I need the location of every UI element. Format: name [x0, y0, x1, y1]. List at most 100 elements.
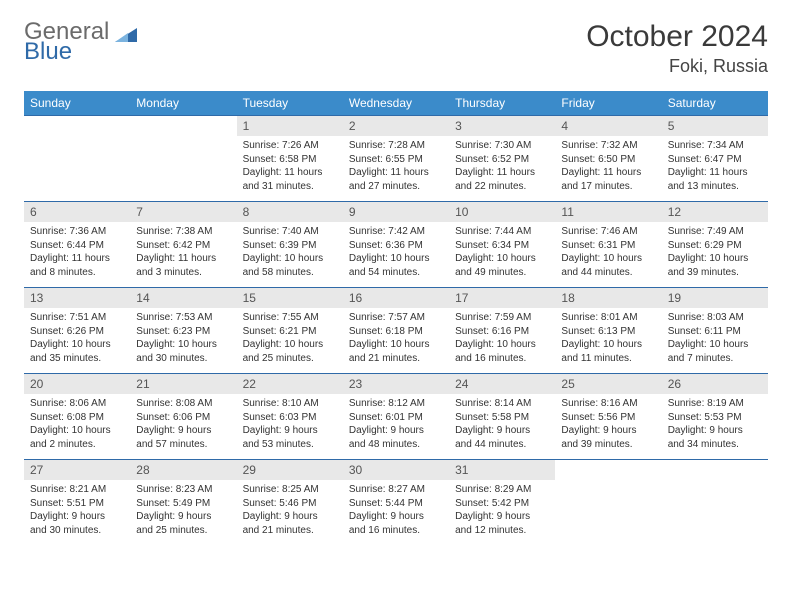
day-number: 1	[237, 116, 343, 136]
day-cell: 16Sunrise: 7:57 AMSunset: 6:18 PMDayligh…	[343, 288, 449, 374]
day-number: 6	[24, 202, 130, 222]
day-number: 24	[449, 374, 555, 394]
day-number: 11	[555, 202, 661, 222]
empty-cell	[555, 460, 661, 546]
day-cell: 12Sunrise: 7:49 AMSunset: 6:29 PMDayligh…	[662, 202, 768, 288]
day-number: 31	[449, 460, 555, 480]
weekday-header: Sunday	[24, 91, 130, 116]
calendar-body: 1Sunrise: 7:26 AMSunset: 6:58 PMDaylight…	[24, 116, 768, 546]
day-content: Sunrise: 8:27 AMSunset: 5:44 PMDaylight:…	[343, 480, 449, 541]
empty-cell	[24, 116, 130, 202]
day-number: 21	[130, 374, 236, 394]
day-content: Sunrise: 7:44 AMSunset: 6:34 PMDaylight:…	[449, 222, 555, 283]
calendar-row: 13Sunrise: 7:51 AMSunset: 6:26 PMDayligh…	[24, 288, 768, 374]
day-cell: 14Sunrise: 7:53 AMSunset: 6:23 PMDayligh…	[130, 288, 236, 374]
day-number: 15	[237, 288, 343, 308]
day-cell: 24Sunrise: 8:14 AMSunset: 5:58 PMDayligh…	[449, 374, 555, 460]
day-content: Sunrise: 8:14 AMSunset: 5:58 PMDaylight:…	[449, 394, 555, 455]
day-cell: 31Sunrise: 8:29 AMSunset: 5:42 PMDayligh…	[449, 460, 555, 546]
day-cell: 26Sunrise: 8:19 AMSunset: 5:53 PMDayligh…	[662, 374, 768, 460]
day-cell: 19Sunrise: 8:03 AMSunset: 6:11 PMDayligh…	[662, 288, 768, 374]
day-number: 14	[130, 288, 236, 308]
day-content: Sunrise: 7:38 AMSunset: 6:42 PMDaylight:…	[130, 222, 236, 283]
day-number: 30	[343, 460, 449, 480]
day-cell: 11Sunrise: 7:46 AMSunset: 6:31 PMDayligh…	[555, 202, 661, 288]
day-content: Sunrise: 8:01 AMSunset: 6:13 PMDaylight:…	[555, 308, 661, 369]
day-content: Sunrise: 7:30 AMSunset: 6:52 PMDaylight:…	[449, 136, 555, 197]
day-cell: 27Sunrise: 8:21 AMSunset: 5:51 PMDayligh…	[24, 460, 130, 546]
day-content: Sunrise: 8:10 AMSunset: 6:03 PMDaylight:…	[237, 394, 343, 455]
day-content: Sunrise: 7:34 AMSunset: 6:47 PMDaylight:…	[662, 136, 768, 197]
day-cell: 9Sunrise: 7:42 AMSunset: 6:36 PMDaylight…	[343, 202, 449, 288]
day-content: Sunrise: 7:57 AMSunset: 6:18 PMDaylight:…	[343, 308, 449, 369]
month-title: October 2024	[586, 20, 768, 54]
day-cell: 5Sunrise: 7:34 AMSunset: 6:47 PMDaylight…	[662, 116, 768, 202]
day-number: 16	[343, 288, 449, 308]
day-number: 12	[662, 202, 768, 222]
day-cell: 10Sunrise: 7:44 AMSunset: 6:34 PMDayligh…	[449, 202, 555, 288]
day-content: Sunrise: 7:53 AMSunset: 6:23 PMDaylight:…	[130, 308, 236, 369]
day-number: 10	[449, 202, 555, 222]
day-cell: 13Sunrise: 7:51 AMSunset: 6:26 PMDayligh…	[24, 288, 130, 374]
empty-cell	[130, 116, 236, 202]
day-number: 7	[130, 202, 236, 222]
day-number: 18	[555, 288, 661, 308]
day-number: 5	[662, 116, 768, 136]
weekday-header: Monday	[130, 91, 236, 116]
day-number: 2	[343, 116, 449, 136]
day-cell: 15Sunrise: 7:55 AMSunset: 6:21 PMDayligh…	[237, 288, 343, 374]
day-number: 17	[449, 288, 555, 308]
day-content: Sunrise: 7:51 AMSunset: 6:26 PMDaylight:…	[24, 308, 130, 369]
calendar-row: 1Sunrise: 7:26 AMSunset: 6:58 PMDaylight…	[24, 116, 768, 202]
empty-cell	[662, 460, 768, 546]
day-number: 20	[24, 374, 130, 394]
calendar-row: 6Sunrise: 7:36 AMSunset: 6:44 PMDaylight…	[24, 202, 768, 288]
day-cell: 23Sunrise: 8:12 AMSunset: 6:01 PMDayligh…	[343, 374, 449, 460]
day-cell: 7Sunrise: 7:38 AMSunset: 6:42 PMDaylight…	[130, 202, 236, 288]
day-content: Sunrise: 8:03 AMSunset: 6:11 PMDaylight:…	[662, 308, 768, 369]
day-cell: 3Sunrise: 7:30 AMSunset: 6:52 PMDaylight…	[449, 116, 555, 202]
day-content: Sunrise: 8:21 AMSunset: 5:51 PMDaylight:…	[24, 480, 130, 541]
day-content: Sunrise: 8:23 AMSunset: 5:49 PMDaylight:…	[130, 480, 236, 541]
day-cell: 4Sunrise: 7:32 AMSunset: 6:50 PMDaylight…	[555, 116, 661, 202]
location: Foki, Russia	[586, 56, 768, 77]
day-content: Sunrise: 7:59 AMSunset: 6:16 PMDaylight:…	[449, 308, 555, 369]
day-cell: 18Sunrise: 8:01 AMSunset: 6:13 PMDayligh…	[555, 288, 661, 374]
day-content: Sunrise: 8:12 AMSunset: 6:01 PMDaylight:…	[343, 394, 449, 455]
day-number: 29	[237, 460, 343, 480]
day-content: Sunrise: 8:25 AMSunset: 5:46 PMDaylight:…	[237, 480, 343, 541]
day-cell: 17Sunrise: 7:59 AMSunset: 6:16 PMDayligh…	[449, 288, 555, 374]
day-cell: 25Sunrise: 8:16 AMSunset: 5:56 PMDayligh…	[555, 374, 661, 460]
day-cell: 28Sunrise: 8:23 AMSunset: 5:49 PMDayligh…	[130, 460, 236, 546]
day-number: 22	[237, 374, 343, 394]
day-cell: 21Sunrise: 8:08 AMSunset: 6:06 PMDayligh…	[130, 374, 236, 460]
calendar-header-row: SundayMondayTuesdayWednesdayThursdayFrid…	[24, 91, 768, 116]
day-number: 13	[24, 288, 130, 308]
day-content: Sunrise: 7:55 AMSunset: 6:21 PMDaylight:…	[237, 308, 343, 369]
day-content: Sunrise: 8:06 AMSunset: 6:08 PMDaylight:…	[24, 394, 130, 455]
day-content: Sunrise: 7:49 AMSunset: 6:29 PMDaylight:…	[662, 222, 768, 283]
day-content: Sunrise: 7:32 AMSunset: 6:50 PMDaylight:…	[555, 136, 661, 197]
logo: GeneralBlue	[24, 20, 139, 64]
day-cell: 30Sunrise: 8:27 AMSunset: 5:44 PMDayligh…	[343, 460, 449, 546]
calendar-table: SundayMondayTuesdayWednesdayThursdayFrid…	[24, 91, 768, 546]
weekday-header: Tuesday	[237, 91, 343, 116]
day-content: Sunrise: 8:29 AMSunset: 5:42 PMDaylight:…	[449, 480, 555, 541]
day-number: 25	[555, 374, 661, 394]
weekday-header: Saturday	[662, 91, 768, 116]
day-cell: 20Sunrise: 8:06 AMSunset: 6:08 PMDayligh…	[24, 374, 130, 460]
day-content: Sunrise: 8:19 AMSunset: 5:53 PMDaylight:…	[662, 394, 768, 455]
day-number: 8	[237, 202, 343, 222]
weekday-header: Thursday	[449, 91, 555, 116]
day-number: 19	[662, 288, 768, 308]
calendar-row: 27Sunrise: 8:21 AMSunset: 5:51 PMDayligh…	[24, 460, 768, 546]
day-content: Sunrise: 8:08 AMSunset: 6:06 PMDaylight:…	[130, 394, 236, 455]
day-content: Sunrise: 8:16 AMSunset: 5:56 PMDaylight:…	[555, 394, 661, 455]
day-cell: 2Sunrise: 7:28 AMSunset: 6:55 PMDaylight…	[343, 116, 449, 202]
day-cell: 6Sunrise: 7:36 AMSunset: 6:44 PMDaylight…	[24, 202, 130, 288]
day-number: 28	[130, 460, 236, 480]
day-number: 27	[24, 460, 130, 480]
calendar-row: 20Sunrise: 8:06 AMSunset: 6:08 PMDayligh…	[24, 374, 768, 460]
weekday-header: Wednesday	[343, 91, 449, 116]
day-content: Sunrise: 7:42 AMSunset: 6:36 PMDaylight:…	[343, 222, 449, 283]
